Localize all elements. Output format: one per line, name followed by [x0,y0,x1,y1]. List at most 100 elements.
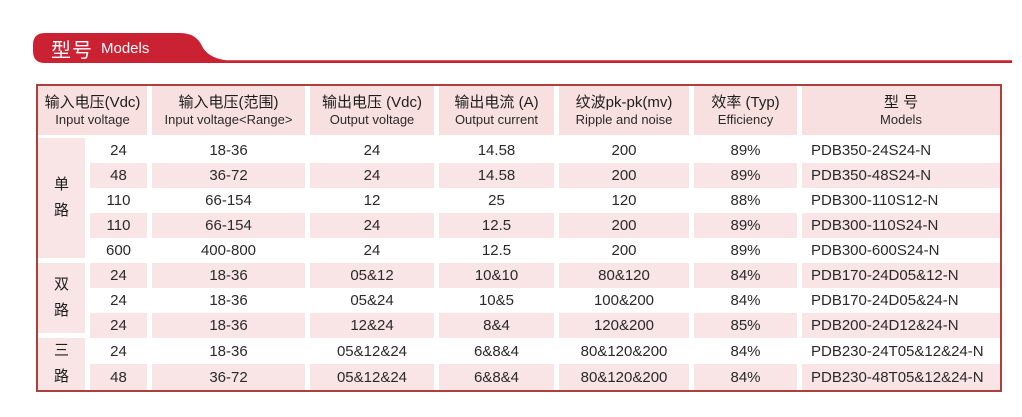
column-header-zh: 输出电压 (Vdc) [321,94,422,111]
column-header-zh: 纹波pk-pk(mv) [575,94,673,111]
cell-model: PDB230-48T05&12&24-N [802,364,1000,390]
cell-output-voltage: 05&12&24 [310,338,439,364]
cell-output-voltage: 05&12 [310,263,439,288]
group-label-char: 路 [53,302,69,319]
cell-output-current: 25 [439,188,559,213]
cell-model: PDB300-110S12-N [811,192,939,209]
column-header-en: Output current [454,112,539,127]
column-header-zh: 型 号 [883,94,919,111]
banner-title-en: Models [101,39,150,57]
table-row: 48 36-72 24 14.58 200 89% PDB350-48S24-N [38,163,1000,188]
table-row: 110 66-154 24 12.5 200 89% PDB300-110S24-N [38,213,1000,238]
cell-output-current: 10&10 [439,263,559,288]
cell-input-range: 66-154 [152,213,310,238]
cell-output-current: 14.58 [439,138,559,163]
cell-efficiency: 84% [694,338,802,364]
cell-ripple: 200 [559,238,694,263]
cell-output-current: 6&8&4 [439,338,559,364]
table-row: 24 18-36 12&24 8&4 120&200 85% PDB200-24D12&24… [38,313,1000,338]
cell-input-voltage: 600 [90,238,152,263]
table-body: 单路 24 18-36 24 14.58 200 89% PDB350-24S24-N 48 36… [38,138,1000,390]
group-label-char: 双 [53,276,69,293]
cell-input-voltage: 24 [90,263,152,288]
cell-input-range: 18-36 [152,138,310,163]
column-header-en: Efficiency [717,112,774,127]
cell-model: PDB230-24T05&12&24-N [811,342,984,360]
cell-input-voltage: 24 [90,338,152,364]
cell-ripple: 80&120 [559,263,694,288]
cell-input-voltage: 48 [90,364,152,390]
column-header-zh: 输出电流 (A) [454,94,539,111]
cell-ripple: 120&200 [559,313,694,338]
cell-input-voltage: 110 [90,188,152,213]
column-header-en: Output voltage [329,112,415,127]
column-header-en: Input voltage<Range> [164,112,293,127]
header-row: 输入电压(Vdc) Input voltage 输入电压(范围) Input volt… [38,86,1000,138]
cell-ripple: 200 [559,213,694,238]
column-header-output-current: 输出电流 (A) Output current [439,86,559,138]
column-header-en: Ripple and noise [575,112,673,127]
models-table: 输入电压(Vdc) Input voltage 输入电压(范围) Input volt… [36,84,1002,392]
column-header-model: 型 号 Models [802,86,1000,138]
column-header-output-voltage: 输出电压 (Vdc) Output voltage [310,86,439,138]
cell-model: PDB350-48S24-N [802,163,1000,188]
table-header: 输入电压(Vdc) Input voltage 输入电压(范围) Input volt… [38,86,1000,138]
banner-ribbon-shape [33,33,1012,63]
cell-input-voltage: 110 [90,213,152,238]
group-label-cell: 三路 [38,338,90,390]
banner-ribbon [33,33,1012,63]
column-header-input-range: 输入电压(范围) Input voltage<Range> [152,86,310,138]
cell-efficiency: 89% [694,138,802,163]
cell-efficiency: 89% [694,213,802,238]
banner-title: 型号 Models [51,33,149,63]
cell-input-voltage: 24 [90,313,152,338]
cell-model: PDB300-110S24-N [802,213,1000,238]
cell-input-range: 66-154 [152,188,310,213]
banner-title-zh: 型号 [51,39,93,62]
group-label-char: 路 [53,368,69,385]
models-table-wrapper: 输入电压(Vdc) Input voltage 输入电压(范围) Input volt… [36,84,1002,392]
cell-output-voltage: 24 [310,138,439,163]
cell-input-range: 36-72 [152,364,310,390]
cell-output-voltage: 05&24 [310,288,439,313]
cell-output-voltage: 24 [310,238,439,263]
cell-input-range: 18-36 [152,288,310,313]
cell-ripple: 80&120&200 [559,364,694,390]
group-label-cell: 双路 [38,263,90,338]
cell-output-voltage: 24 [310,163,439,188]
cell-output-current: 6&8&4 [439,364,559,390]
cell-ripple: 80&120&200 [559,338,694,364]
cell-output-voltage: 05&12&24 [310,364,439,390]
column-header-en: Input voltage [55,112,130,127]
column-header-zh: 效率 (Typ) [711,94,780,111]
cell-efficiency: 85% [694,313,802,338]
cell-output-current: 8&4 [439,313,559,338]
table-row: 三路 24 18-36 05&12&24 6&8&4 80&120&200 84% PDB23… [38,338,1000,390]
cell-output-voltage: 12 [310,188,439,213]
cell-input-voltage: 24 [90,288,152,313]
cell-model: PDB170-24D05&12-N [802,263,1000,288]
cell-output-voltage: 24 [310,213,439,238]
cell-input-range: 18-36 [152,313,310,338]
cell-ripple: 120 [559,188,694,213]
group-label-char: 三 [53,342,69,359]
column-header-efficiency: 效率 (Typ) Efficiency [694,86,802,138]
cell-input-range: 36-72 [152,163,310,188]
cell-input-range: 18-36 [152,338,310,364]
table-row: 110 66-154 12 25 120 88% PDB300-110S12-N [38,188,1000,213]
group-label-char: 路 [53,202,69,219]
cell-output-current: 14.58 [439,163,559,188]
cell-model: PDB200-24D12&24-N [802,313,1000,338]
table-row: 双路 24 18-36 05&12 10&10 80&120 84% PDB170-24D05… [38,263,1000,338]
cell-ripple: 100&200 [559,288,694,313]
cell-output-current: 10&5 [439,288,559,313]
cell-efficiency: 84% [694,288,802,313]
cell-model: PDB350-24S24-N [811,142,932,159]
cell-input-voltage: 24 [90,138,152,163]
column-header-en: Models [880,112,922,127]
cell-model: PDB300-600S24-N [811,242,940,259]
cell-input-range: 18-36 [152,263,310,288]
table-row: 48 36-72 05&12&24 6&8&4 80&120&200 84% PDB230-… [38,364,1000,390]
cell-output-current: 12.5 [439,213,559,238]
cell-efficiency: 84% [694,364,802,390]
